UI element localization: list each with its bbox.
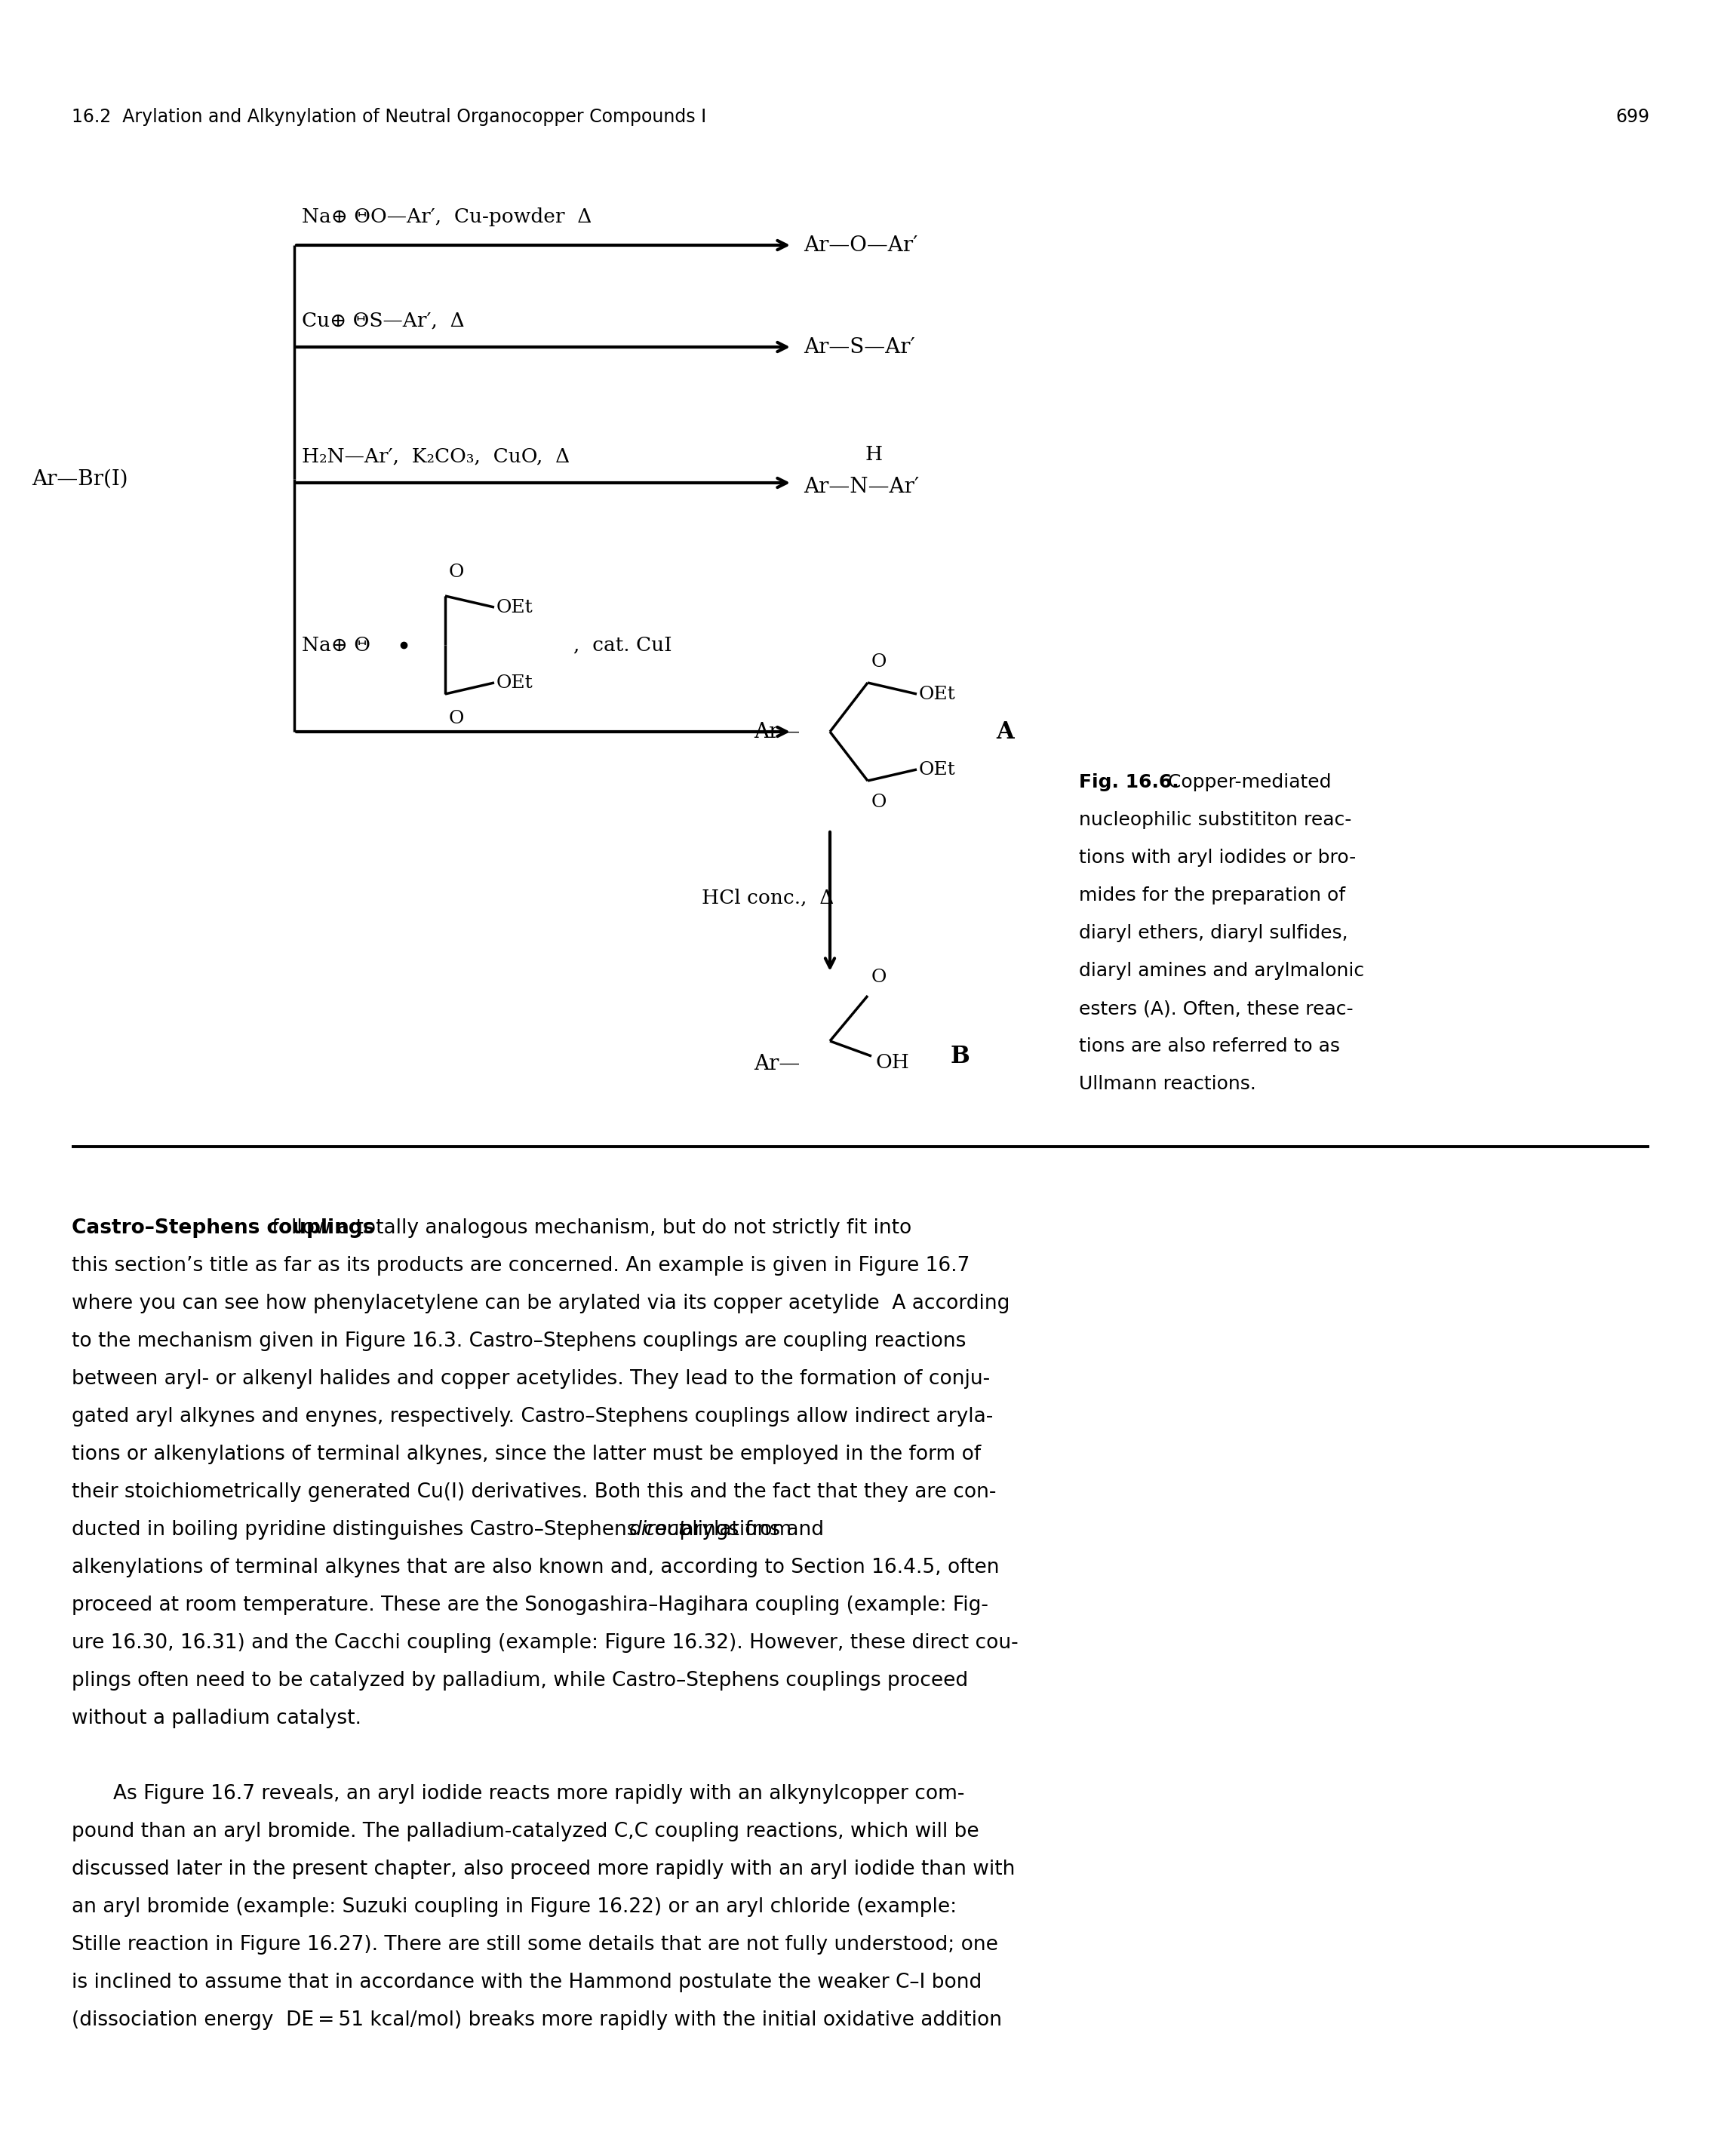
Text: proceed at room temperature. These are the Sonogashira–Hagihara coupling (exampl: proceed at room temperature. These are t… [72, 1595, 988, 1615]
Text: Cu⊕ ΘS—Ar′,  Δ: Cu⊕ ΘS—Ar′, Δ [301, 310, 465, 330]
Text: nucleophilic substititon reac-: nucleophilic substititon reac- [1079, 811, 1351, 830]
Text: this section’s title as far as its products are concerned. An example is given i: this section’s title as far as its produ… [72, 1257, 971, 1276]
Text: B: B [950, 1044, 971, 1067]
Text: As Figure 16.7 reveals, an aryl iodide reacts more rapidly with an alkynylcopper: As Figure 16.7 reveals, an aryl iodide r… [114, 1785, 964, 1805]
Text: Ar—S—Ar′: Ar—S—Ar′ [804, 336, 916, 358]
Text: Ullmann reactions.: Ullmann reactions. [1079, 1076, 1256, 1093]
Text: OH: OH [876, 1052, 909, 1072]
Text: O: O [871, 968, 886, 985]
Text: H₂N—Ar′,  K₂CO₃,  CuO,  Δ: H₂N—Ar′, K₂CO₃, CuO, Δ [301, 446, 570, 466]
Text: Castro–Stephens couplings: Castro–Stephens couplings [72, 1218, 375, 1238]
Text: HCl conc.,  Δ: HCl conc., Δ [702, 888, 835, 908]
Text: gated aryl alkynes and enynes, respectively. Castro–Stephens couplings allow ind: gated aryl alkynes and enynes, respectiv… [72, 1408, 993, 1427]
Text: ure 16.30, 16.31) and the Cacchi coupling (example: Figure 16.32). However, thes: ure 16.30, 16.31) and the Cacchi couplin… [72, 1634, 1019, 1654]
Text: between aryl- or alkenyl halides and copper acetylides. They lead to the formati: between aryl- or alkenyl halides and cop… [72, 1369, 990, 1388]
Text: H: H [866, 444, 883, 464]
Text: O: O [449, 563, 465, 580]
Text: O: O [871, 793, 886, 811]
Text: OEt: OEt [496, 599, 534, 617]
Text: (dissociation energy  DE = 51 kcal/mol) breaks more rapidly with the initial oxi: (dissociation energy DE = 51 kcal/mol) b… [72, 2009, 1002, 2031]
Text: where you can see how phenylacetylene can be arylated via its copper acetylide  : where you can see how phenylacetylene ca… [72, 1294, 1010, 1313]
Text: Na⊕ ΘO—Ar′,  Cu-powder  Δ: Na⊕ ΘO—Ar′, Cu-powder Δ [301, 207, 592, 226]
Text: discussed later in the present chapter, also proceed more rapidly with an aryl i: discussed later in the present chapter, … [72, 1858, 1015, 1880]
Text: mides for the preparation of: mides for the preparation of [1079, 886, 1346, 906]
Text: Ar—: Ar— [754, 722, 800, 742]
Text: Na⊕ Θ: Na⊕ Θ [301, 636, 370, 655]
Text: ,  cat. CuI: , cat. CuI [573, 636, 671, 655]
Text: A: A [996, 720, 1014, 744]
Text: OEt: OEt [919, 686, 955, 703]
Text: Stille reaction in Figure 16.27). There are still some details that are not full: Stille reaction in Figure 16.27). There … [72, 1934, 998, 1955]
Text: follow a totally analogous mechanism, but do not strictly fit into: follow a totally analogous mechanism, bu… [265, 1218, 910, 1238]
Text: arylations and: arylations and [675, 1520, 824, 1539]
Text: 699: 699 [1616, 108, 1649, 125]
Text: tions with aryl iodides or bro-: tions with aryl iodides or bro- [1079, 849, 1356, 867]
Text: direct: direct [630, 1520, 687, 1539]
Text: esters (A). Often, these reac-: esters (A). Often, these reac- [1079, 1000, 1353, 1018]
Text: OEt: OEt [496, 675, 534, 692]
Text: tions are also referred to as: tions are also referred to as [1079, 1037, 1341, 1056]
Text: their stoichiometrically generated Cu(I) derivatives. Both this and the fact tha: their stoichiometrically generated Cu(I)… [72, 1483, 996, 1503]
Text: diaryl ethers, diaryl sulfides,: diaryl ethers, diaryl sulfides, [1079, 925, 1348, 942]
Text: tions or alkenylations of terminal alkynes, since the latter must be employed in: tions or alkenylations of terminal alkyn… [72, 1445, 981, 1464]
Text: without a palladium catalyst.: without a palladium catalyst. [72, 1710, 361, 1729]
Text: ducted in boiling pyridine distinguishes Castro–Stephens couplings from: ducted in boiling pyridine distinguishes… [72, 1520, 799, 1539]
Text: Ar—: Ar— [754, 1054, 800, 1074]
Text: OEt: OEt [919, 761, 955, 778]
Text: is inclined to assume that in accordance with the Hammond postulate the weaker C: is inclined to assume that in accordance… [72, 1973, 981, 1992]
Text: Ar—O—Ar′: Ar—O—Ar′ [804, 235, 917, 254]
Text: pound than an aryl bromide. The palladium-catalyzed C,C coupling reactions, whic: pound than an aryl bromide. The palladiu… [72, 1822, 979, 1841]
Text: to the mechanism given in Figure 16.3. Castro–Stephens couplings are coupling re: to the mechanism given in Figure 16.3. C… [72, 1332, 965, 1352]
Text: diaryl amines and arylmalonic: diaryl amines and arylmalonic [1079, 962, 1365, 981]
Text: Ar—N—Ar′: Ar—N—Ar′ [804, 476, 919, 496]
Text: Fig. 16.6.: Fig. 16.6. [1079, 774, 1179, 791]
Text: an aryl bromide (example: Suzuki coupling in Figure 16.22) or an aryl chloride (: an aryl bromide (example: Suzuki couplin… [72, 1897, 957, 1917]
Text: plings often need to be catalyzed by palladium, while Castro–Stephens couplings : plings often need to be catalyzed by pal… [72, 1671, 969, 1690]
Text: Ar—Br(I): Ar—Br(I) [33, 468, 129, 489]
Text: O: O [449, 709, 465, 727]
Text: Copper-mediated: Copper-mediated [1157, 774, 1332, 791]
Text: O: O [871, 653, 886, 671]
Text: 16.2  Arylation and Alkynylation of Neutral Organocopper Compounds I: 16.2 Arylation and Alkynylation of Neutr… [72, 108, 706, 125]
Text: alkenylations of terminal alkynes that are also known and, according to Section : alkenylations of terminal alkynes that a… [72, 1559, 1000, 1578]
